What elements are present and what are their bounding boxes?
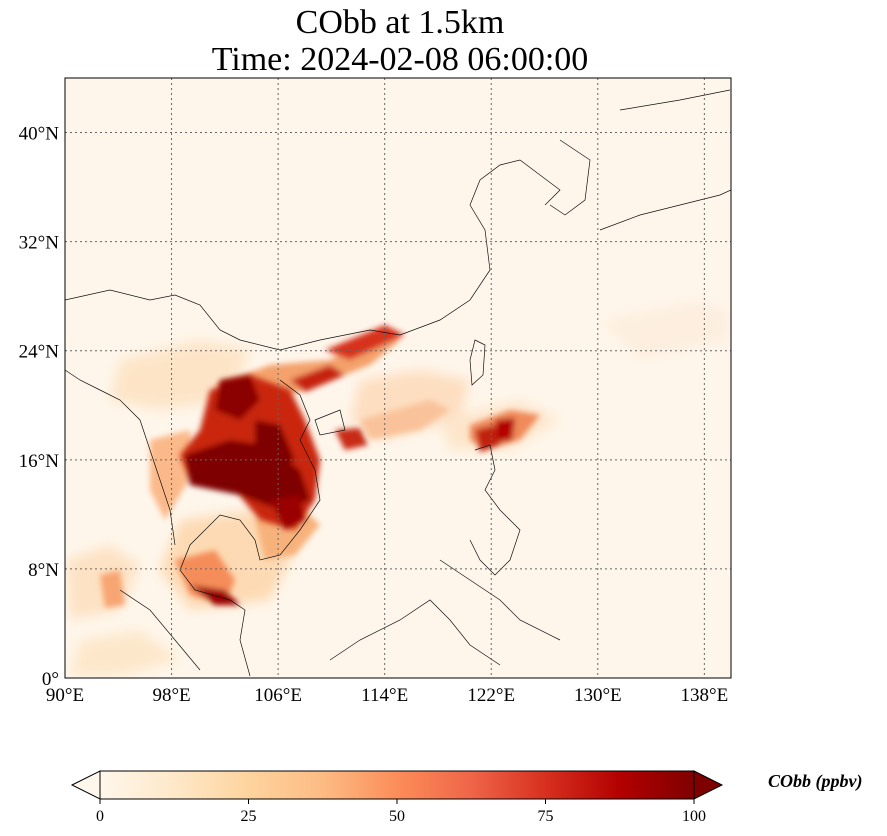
lon-tick-label: 130°E bbox=[574, 685, 622, 706]
lat-tick-label: 24°N bbox=[19, 342, 60, 363]
map-frame bbox=[64, 77, 732, 679]
lon-tick-label: 122°E bbox=[467, 685, 515, 706]
lat-tick-label: 32°N bbox=[19, 233, 60, 254]
colorbar-gradient bbox=[99, 770, 695, 800]
lat-tick-label: 8°N bbox=[28, 560, 59, 581]
longitude-tick-labels: 90°E 98°E 106°E 114°E 122°E 130°E 138°E bbox=[46, 685, 728, 706]
lon-tick-label: 106°E bbox=[254, 685, 302, 706]
colorbar-max-extend-triangle bbox=[693, 770, 724, 800]
latitude-tick-labels: 0° 8°N 16°N 24°N 32°N 40°N bbox=[19, 124, 60, 690]
colorbar-tick-label: 0 bbox=[96, 808, 104, 825]
lat-tick-label: 0° bbox=[42, 669, 59, 690]
colorbar-ticks: 0 25 50 75 100 bbox=[96, 799, 706, 825]
colorbar-title: CObb (ppbv) bbox=[768, 771, 862, 792]
gridlines bbox=[65, 78, 731, 678]
lon-tick-label: 98°E bbox=[152, 685, 190, 706]
map-title-line-2: Time: 2024-02-08 06:00:00 bbox=[211, 41, 589, 78]
coastlines bbox=[65, 89, 731, 677]
colorbar: 0 25 50 75 100 CObb (ppbv) bbox=[70, 770, 862, 825]
colorbar-tick-label: 25 bbox=[241, 808, 257, 825]
map-title-line-1: CObb at 1.5km bbox=[295, 4, 505, 41]
lon-tick-label: 90°E bbox=[46, 685, 84, 706]
colorbar-tick-label: 100 bbox=[682, 808, 706, 825]
lat-tick-label: 40°N bbox=[19, 124, 60, 145]
lon-tick-label: 114°E bbox=[361, 685, 408, 706]
colorbar-min-extend-triangle bbox=[70, 770, 101, 800]
colorbar-tick-label: 50 bbox=[389, 808, 405, 825]
lat-tick-label: 16°N bbox=[19, 451, 60, 472]
concentration-field bbox=[66, 300, 730, 676]
colorbar-tick-label: 75 bbox=[538, 808, 554, 825]
lon-tick-label: 138°E bbox=[681, 685, 729, 706]
